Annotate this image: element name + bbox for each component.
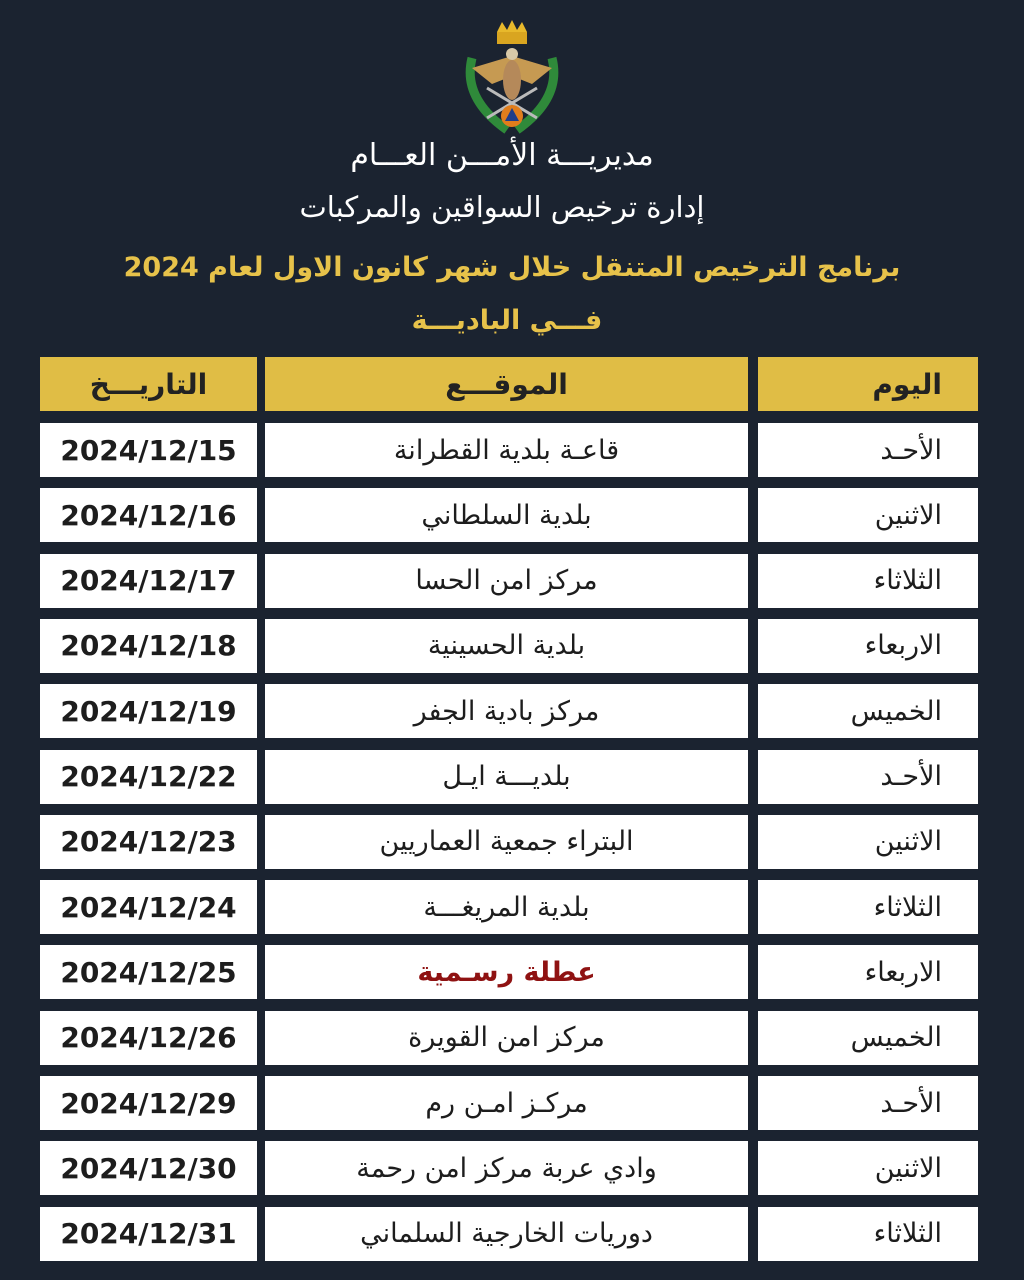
table-cell-day: الخميس	[758, 1010, 978, 1065]
table-cell-location: مركـز امـن رم	[265, 1076, 748, 1130]
table-cell-date: 2024/12/25	[40, 945, 257, 1000]
table-cell-date: 2024/12/16	[40, 488, 257, 543]
table-cell-day: الثلاثاء	[758, 880, 978, 935]
table-cell-date: 2024/12/17	[40, 553, 257, 608]
table-cell-location: وادي عربة مركز امن رحمة	[265, 1141, 748, 1196]
table-cell-date: 2024/12/30	[40, 1141, 257, 1196]
table-cell-day: الخميس	[758, 684, 978, 739]
table-cell-day: الاربعاء	[758, 618, 978, 673]
table-cell-date: 2024/12/31	[40, 1206, 257, 1261]
table-cell-day: الاثنين	[758, 1141, 978, 1196]
table-cell-day: الأحـد	[758, 423, 978, 477]
table-cell-location: بلدية الحسينية	[265, 618, 748, 673]
table-cell-day: الاثنين	[758, 488, 978, 543]
table-cell-date: 2024/12/18	[40, 618, 257, 673]
table-cell-location: البتراء جمعية العماريين	[265, 814, 748, 869]
table-cell-day: الأحـد	[758, 1076, 978, 1130]
column-header-day: اليوم	[758, 357, 978, 411]
table-cell-day: الثلاثاء	[758, 553, 978, 608]
table-cell-location: بلدية السلطاني	[265, 488, 748, 543]
page-subtitle: فـــي الباديـــة	[411, 305, 603, 336]
table-cell-day: الاربعاء	[758, 945, 978, 1000]
org-name: مديريـــة الأمـــن العـــام	[350, 138, 654, 173]
department-name: إدارة ترخيص السواقين والمركبات	[299, 190, 705, 224]
table-cell-date: 2024/12/24	[40, 880, 257, 935]
public-security-emblem-icon	[465, 20, 559, 134]
table-cell-date: 2024/12/19	[40, 684, 257, 739]
table-cell-date: 2024/12/15	[40, 423, 257, 477]
table-cell-day: الثلاثاء	[758, 1206, 978, 1261]
table-cell-location: مركز امن الحسا	[265, 553, 748, 608]
table-cell-day: الاثنين	[758, 814, 978, 869]
column-header-location: الموقـــع	[265, 357, 748, 411]
table-cell-date: 2024/12/29	[40, 1076, 257, 1130]
table-cell-location: مركز امن القويرة	[265, 1010, 748, 1065]
table-cell-location: دوريات الخارجية السلماني	[265, 1206, 748, 1261]
table-cell-location: عطلة رسـمية	[265, 945, 748, 1000]
table-cell-date: 2024/12/23	[40, 814, 257, 869]
table-cell-location: قاعـة بلدية القطرانة	[265, 423, 748, 477]
table-cell-location: بلدية المريغـــة	[265, 880, 748, 935]
table-cell-date: 2024/12/26	[40, 1010, 257, 1065]
table-cell-location: بلديـــة ايـل	[265, 749, 748, 804]
page-title: برنامج الترخيص المتنقل خلال شهر كانون ال…	[123, 252, 901, 283]
column-header-date: التاريـــخ	[40, 357, 257, 411]
table-cell-day: الأحـد	[758, 749, 978, 804]
table-cell-location: مركز بادية الجفر	[265, 684, 748, 739]
table-cell-date: 2024/12/22	[40, 749, 257, 804]
